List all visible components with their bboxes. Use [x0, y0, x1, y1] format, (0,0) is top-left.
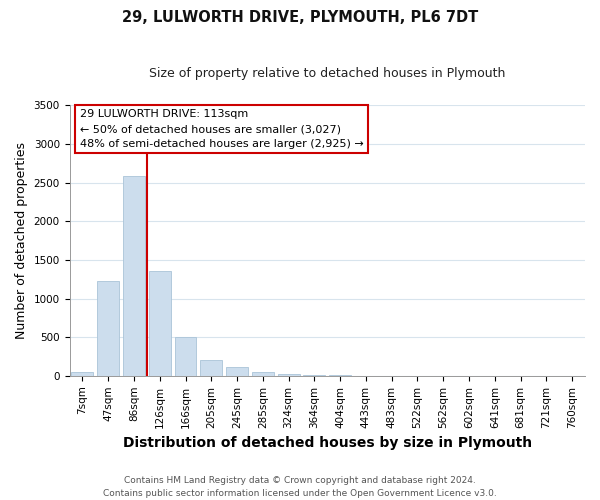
Text: 29, LULWORTH DRIVE, PLYMOUTH, PL6 7DT: 29, LULWORTH DRIVE, PLYMOUTH, PL6 7DT	[122, 10, 478, 25]
Y-axis label: Number of detached properties: Number of detached properties	[15, 142, 28, 339]
Bar	[252, 372, 274, 376]
X-axis label: Distribution of detached houses by size in Plymouth: Distribution of detached houses by size …	[123, 436, 532, 450]
Bar	[304, 375, 325, 376]
Bar	[226, 368, 248, 376]
Bar	[97, 280, 119, 376]
Bar	[278, 374, 299, 376]
Text: Contains HM Land Registry data © Crown copyright and database right 2024.
Contai: Contains HM Land Registry data © Crown c…	[103, 476, 497, 498]
Bar	[71, 372, 94, 376]
Bar	[123, 176, 145, 376]
Bar	[175, 337, 196, 376]
Title: Size of property relative to detached houses in Plymouth: Size of property relative to detached ho…	[149, 68, 505, 80]
Bar	[149, 272, 170, 376]
Bar	[200, 360, 222, 376]
Text: 29 LULWORTH DRIVE: 113sqm
← 50% of detached houses are smaller (3,027)
48% of se: 29 LULWORTH DRIVE: 113sqm ← 50% of detac…	[80, 110, 364, 149]
